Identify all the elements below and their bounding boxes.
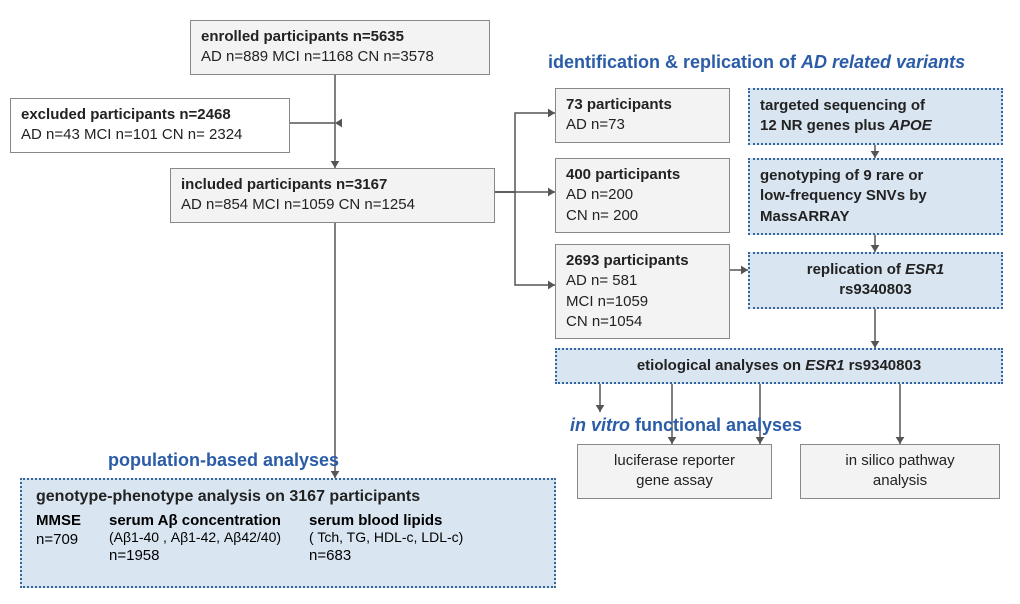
etio-esr1: ESR1: [805, 357, 844, 374]
box-replication-esr1: replication of ESR1 rs9340803: [748, 252, 1003, 309]
section-title-population: population-based analyses: [108, 450, 339, 471]
included-detail: AD n=854 MCI n=1059 CN n=1254: [181, 196, 415, 213]
lucif-l2: gene assay: [636, 472, 713, 489]
repl-prefix: replication of: [807, 261, 905, 278]
p2693-line2: AD n= 581: [566, 272, 637, 289]
seq-line1: targeted sequencing of: [760, 97, 925, 114]
pheno-col-1: serum Aβ concentration(Aβ1-40 , Aβ1-42, …: [109, 512, 281, 564]
repl-esr1: ESR1: [905, 261, 944, 278]
pheno-col-count: n=1958: [109, 547, 281, 564]
insilico-l1: in silico pathway: [845, 452, 954, 469]
box-400-participants: 400 participants AD n=200 CN n= 200: [555, 158, 730, 233]
repl-line2: rs9340803: [839, 281, 912, 298]
box-etiological-analyses: etiological analyses on ESR1 rs9340803: [555, 348, 1003, 384]
pheno-col-2: serum blood lipids( Tch, TG, HDL-c, LDL-…: [309, 512, 463, 564]
box-enrolled: enrolled participants n=5635 AD n=889 MC…: [190, 20, 490, 75]
box-genotype-phenotype: genotype-phenotype analysis on 3167 part…: [20, 478, 556, 588]
box-targeted-sequencing: targeted sequencing of 12 NR genes plus …: [748, 88, 1003, 145]
enrolled-title: enrolled participants n=5635: [201, 28, 404, 45]
box-luciferase: luciferase reporter gene assay: [577, 444, 772, 499]
p400-title: 400 participants: [566, 166, 680, 183]
box-excluded: excluded participants n=2468 AD n=43 MCI…: [10, 98, 290, 153]
box-73-participants: 73 participants AD n=73: [555, 88, 730, 143]
p73-detail: AD n=73: [566, 116, 625, 133]
pheno-col-sub: ( Tch, TG, HDL-c, LDL-c): [309, 529, 463, 545]
p73-title: 73 participants: [566, 96, 672, 113]
box-genotyping-snvs: genotyping of 9 rare or low-frequency SN…: [748, 158, 1003, 235]
section-title-invitro: in vitro functional analyses: [570, 415, 802, 436]
seq-apoe: APOE: [889, 117, 932, 134]
included-title: included participants n=3167: [181, 176, 387, 193]
geno-line2: low-frequency SNVs by: [760, 187, 927, 204]
geno-line3: MassARRAY: [760, 208, 849, 225]
pheno-col-0: MMSE n=709: [36, 512, 81, 564]
pheno-columns: MMSE n=709 serum Aβ concentration(Aβ1-40 ,…: [36, 512, 540, 564]
excluded-title: excluded participants n=2468: [21, 106, 231, 123]
box-in-silico: in silico pathway analysis: [800, 444, 1000, 499]
p2693-line4: CN n=1054: [566, 313, 642, 330]
box-included: included participants n=3167 AD n=854 MC…: [170, 168, 495, 223]
p2693-line3: MCI n=1059: [566, 293, 648, 310]
seq-line2: 12 NR genes plus: [760, 117, 889, 134]
pheno-col-count: n=683: [309, 547, 463, 564]
box-2693-participants: 2693 participants AD n= 581 MCI n=1059 C…: [555, 244, 730, 339]
etio-prefix: etiological analyses on: [637, 357, 805, 374]
p2693-title: 2693 participants: [566, 252, 689, 269]
p400-line3: CN n= 200: [566, 207, 638, 224]
pheno-col-header: serum blood lipids: [309, 512, 463, 529]
pheno-col-count: n=709: [36, 531, 81, 548]
pheno-col-sub: (Aβ1-40 , Aβ1-42, Aβ42/40): [109, 529, 281, 545]
pheno-col-header: MMSE: [36, 512, 81, 529]
pheno-col-header: serum Aβ concentration: [109, 512, 281, 529]
excluded-detail: AD n=43 MCI n=101 CN n= 2324: [21, 126, 242, 143]
lucif-l1: luciferase reporter: [614, 452, 735, 469]
p400-line2: AD n=200: [566, 186, 633, 203]
insilico-l2: analysis: [873, 472, 927, 489]
etio-suffix: rs9340803: [844, 357, 921, 374]
geno-line1: genotyping of 9 rare or: [760, 167, 923, 184]
section-title-identification: identification & replication of AD relat…: [548, 52, 965, 73]
pheno-title: genotype-phenotype analysis on 3167 part…: [36, 488, 540, 506]
enrolled-detail: AD n=889 MCI n=1168 CN n=3578: [201, 48, 434, 65]
